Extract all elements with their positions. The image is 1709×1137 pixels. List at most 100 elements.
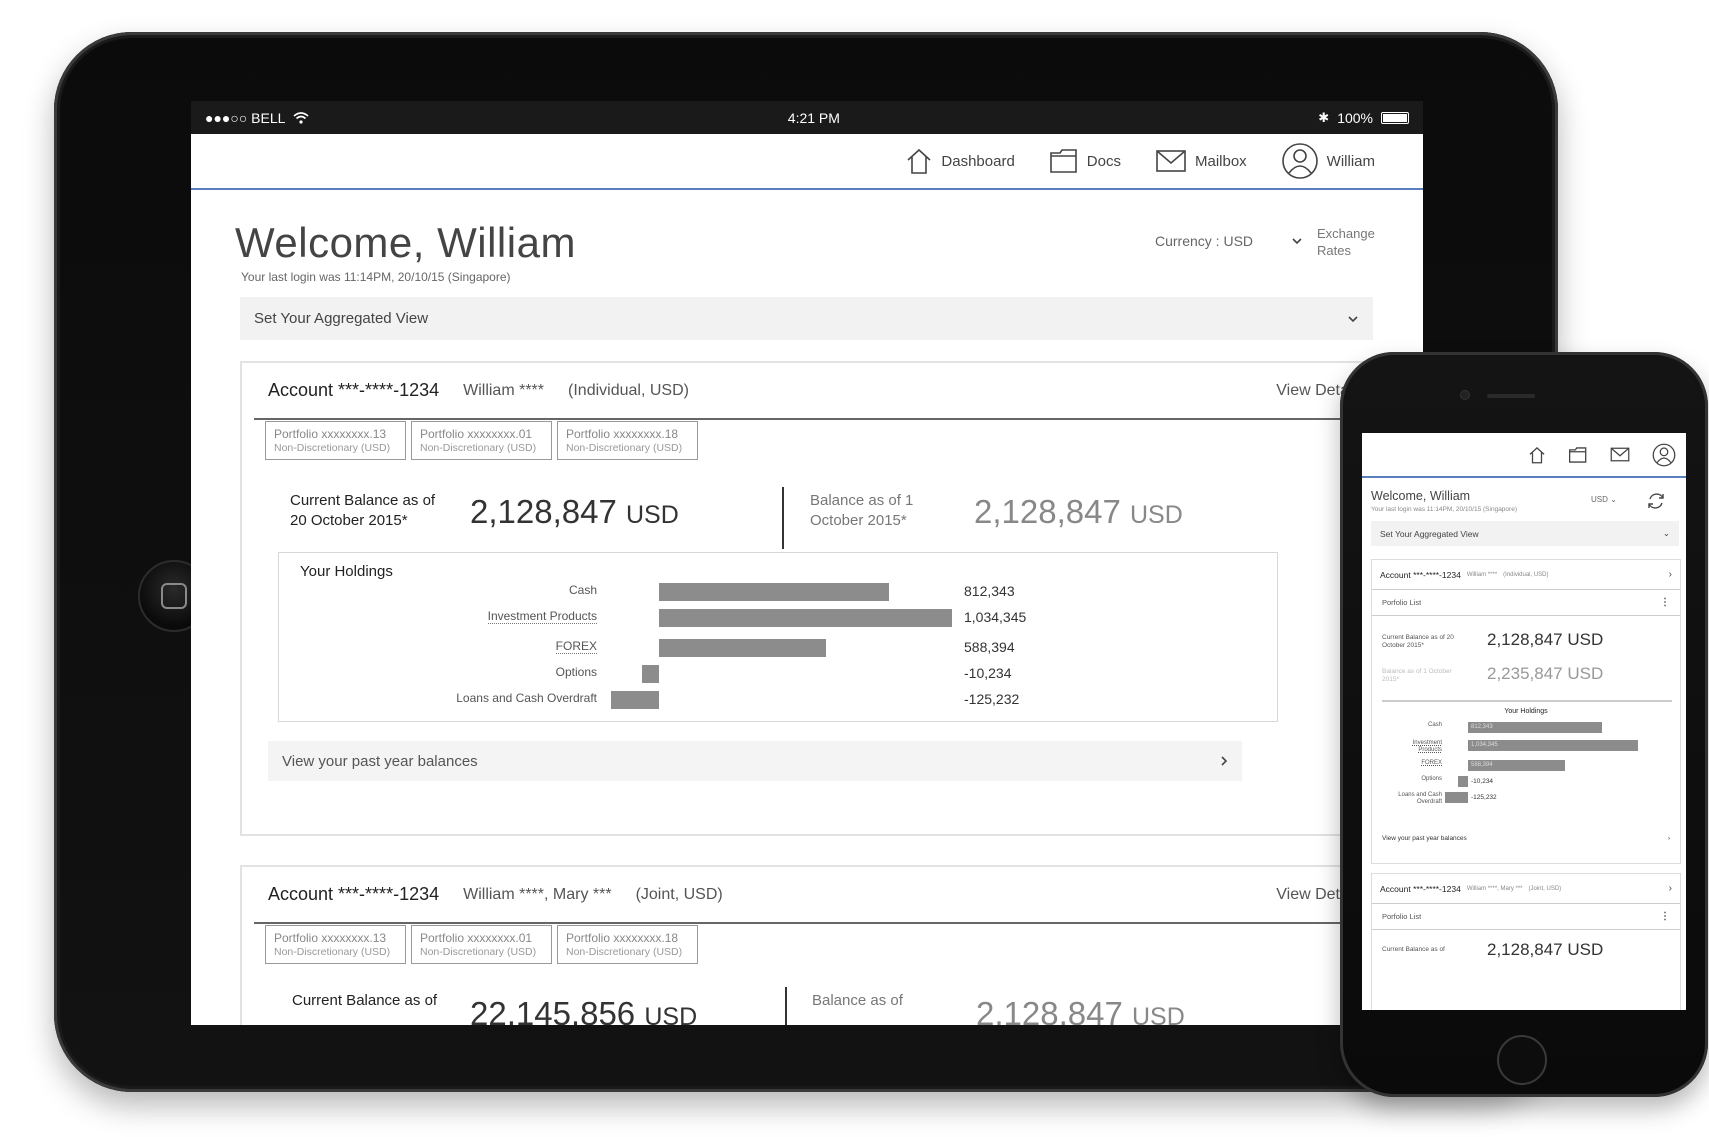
- portfolio-name: Portfolio xxxxxxxx.18: [566, 427, 679, 441]
- past-year-balances-link[interactable]: View your past year balances: [268, 741, 1242, 781]
- phone-holding-row: Cash 812,343: [1372, 722, 1680, 734]
- status-bar: ●●●○○ BELL 4:21 PM ✱ 100%: [191, 101, 1423, 134]
- phone-account-header[interactable]: Account ***-****-1234 William ****, Mary…: [1372, 874, 1680, 904]
- home-icon: [907, 148, 931, 174]
- nav-mailbox[interactable]: Mailbox: [1155, 149, 1247, 173]
- phone-past-year-link[interactable]: View your past year balances ›: [1372, 825, 1680, 851]
- phone-holding-value: -125,232: [1471, 794, 1497, 801]
- phone-account-type: (Joint, USD): [1528, 885, 1562, 892]
- phone-account-type: (Individual, USD): [1503, 571, 1549, 578]
- phone-currency-label: USD: [1591, 495, 1608, 504]
- holding-value: -10,234: [964, 665, 1012, 681]
- chevron-right-icon: ›: [1667, 834, 1670, 842]
- portfolio-name: Portfolio xxxxxxxx.01: [420, 427, 533, 441]
- nav-profile[interactable]: William: [1281, 142, 1375, 180]
- current-balance-value: 22,145,856 USD: [470, 995, 697, 1025]
- phone-holding-label[interactable]: Investment Products: [1412, 740, 1442, 753]
- home-icon[interactable]: [1528, 446, 1546, 464]
- phone-device: Welcome, William Your last login was 11:…: [1340, 352, 1708, 1097]
- current-balance-label: Current Balance as of: [292, 992, 438, 1009]
- phone-holding-row: Investment Products 1,034,345: [1372, 740, 1680, 753]
- top-navigation: Dashboard Docs Mailbox William: [191, 134, 1423, 190]
- mail-icon[interactable]: [1610, 447, 1630, 462]
- phone-portfolio-list[interactable]: Porfolio List ⋮: [1372, 904, 1680, 930]
- more-vertical-icon[interactable]: ⋮: [1660, 597, 1670, 608]
- portfolio-tab[interactable]: Portfolio xxxxxxxx.13 Non-Discretionary …: [265, 925, 406, 964]
- folder-icon[interactable]: [1568, 446, 1588, 464]
- phone-current-balance-label: Current Balance as of 20 October 2015*: [1382, 634, 1454, 649]
- nav-profile-label: William: [1326, 152, 1375, 170]
- portfolio-tab[interactable]: Portfolio xxxxxxxx.18 Non-Discretionary …: [557, 925, 698, 964]
- phone-account-number: Account ***-****-1234: [1380, 569, 1461, 580]
- account-owner: William ****, Mary ***: [463, 885, 612, 903]
- battery-icon: [1381, 111, 1409, 124]
- nav-docs-label: Docs: [1086, 152, 1121, 170]
- balance-row: Current Balance as of 20 October 2015* 2…: [242, 485, 1398, 555]
- previous-balance-amount: 2,128,847: [976, 995, 1123, 1025]
- holding-row: Cash 812,343: [279, 583, 1277, 601]
- phone-account-number: Account ***-****-1234: [1380, 883, 1461, 894]
- account-number: Account ***-****-1234: [268, 380, 440, 400]
- chevron-down-icon: ⌄: [1662, 528, 1670, 538]
- phone-current-balance-value: 2,128,847 USD: [1487, 940, 1604, 959]
- previous-balance-value: 2,128,847 USD: [976, 995, 1185, 1025]
- previous-balance-currency: USD: [1131, 1003, 1185, 1025]
- holding-bar: [659, 609, 952, 627]
- phone-currency-select[interactable]: USD ⌄: [1591, 495, 1617, 504]
- balance-divider: [785, 987, 787, 1025]
- currency-select[interactable]: Currency : USD: [1155, 233, 1303, 249]
- phone-portfolio-list-label: Porfolio List: [1382, 598, 1422, 607]
- clock-label: 4:21 PM: [787, 109, 840, 126]
- current-balance-currency: USD: [625, 501, 679, 529]
- phone-account-header[interactable]: Account ***-****-1234 William **** (Indi…: [1372, 560, 1680, 590]
- folder-icon: [1049, 149, 1077, 173]
- portfolio-tab[interactable]: Portfolio xxxxxxxx.01 Non-Discretionary …: [411, 421, 552, 460]
- holding-value: 588,394: [964, 639, 1015, 655]
- current-balance-currency: USD: [644, 1003, 698, 1025]
- phone-aggregated-view-dropdown[interactable]: Set Your Aggregated View ⌄: [1371, 521, 1679, 546]
- aggregated-view-dropdown[interactable]: Set Your Aggregated View: [240, 297, 1373, 340]
- previous-balance-label: Balance as of: [812, 992, 903, 1009]
- portfolio-type: Non-Discretionary (USD): [420, 946, 537, 958]
- phone-speaker: [1487, 394, 1535, 398]
- holding-row: Investment Products 1,034,345: [279, 609, 1277, 627]
- balance-row: Current Balance as of 22,145,856 USD Bal…: [242, 985, 1398, 1025]
- account-number: Account ***-****-1234: [268, 884, 440, 904]
- nav-docs[interactable]: Docs: [1049, 147, 1121, 175]
- phone-portfolio-list[interactable]: Porfolio List ⋮: [1372, 590, 1680, 616]
- portfolio-tab[interactable]: Portfolio xxxxxxxx.01 Non-Discretionary …: [411, 925, 552, 964]
- nav-dashboard[interactable]: Dashboard: [905, 147, 1015, 175]
- phone-holding-bar: [1445, 792, 1468, 803]
- account-owner: William ****: [463, 381, 545, 399]
- user-icon[interactable]: [1652, 443, 1676, 467]
- phone-account-owner: William ****, Mary ***: [1466, 885, 1523, 892]
- carrier-label: ●●●○○ BELL: [205, 109, 286, 126]
- phone-current-balance-value: 2,128,847 USD: [1487, 630, 1604, 649]
- holding-label[interactable]: FOREX: [555, 639, 597, 654]
- account-type: (Joint, USD): [635, 885, 723, 903]
- balance-divider: [782, 487, 784, 549]
- mail-icon: [1156, 150, 1186, 172]
- phone-holding-bar: 588,394: [1468, 760, 1565, 771]
- portfolio-tab[interactable]: Portfolio xxxxxxxx.18 Non-Discretionary …: [557, 421, 698, 460]
- refresh-currency-icon[interactable]: [1646, 491, 1666, 511]
- battery-label: 100%: [1337, 109, 1373, 126]
- phone-holding-label[interactable]: FOREX: [1421, 760, 1442, 766]
- more-vertical-icon[interactable]: ⋮: [1660, 911, 1670, 922]
- previous-balance-value: 2,128,847 USD: [974, 493, 1183, 531]
- currency-label: Currency : USD: [1155, 233, 1254, 249]
- phone-aggregated-view-label: Set Your Aggregated View: [1380, 528, 1479, 539]
- holding-row: Options -10,234: [279, 665, 1277, 683]
- phone-home-button[interactable]: [1497, 1035, 1547, 1085]
- account-card: Account ***-****-1234 William ****, Mary…: [240, 865, 1400, 1025]
- holding-label[interactable]: Investment Products: [487, 609, 597, 624]
- holding-value: 1,034,345: [964, 609, 1027, 625]
- chevron-right-icon: ›: [1668, 883, 1672, 894]
- current-balance-label: Current Balance as of 20 October 2015*: [290, 492, 436, 529]
- user-icon: [1281, 143, 1318, 179]
- phone-screen: Welcome, William Your last login was 11:…: [1362, 433, 1686, 1010]
- exchange-rates-link[interactable]: Exchange Rates: [1317, 226, 1375, 258]
- chevron-right-icon: ›: [1668, 569, 1672, 580]
- account-header: Account ***-****-1234 William ****, Mary…: [254, 867, 1394, 924]
- portfolio-tab[interactable]: Portfolio xxxxxxxx.13 Non-Discretionary …: [265, 421, 406, 460]
